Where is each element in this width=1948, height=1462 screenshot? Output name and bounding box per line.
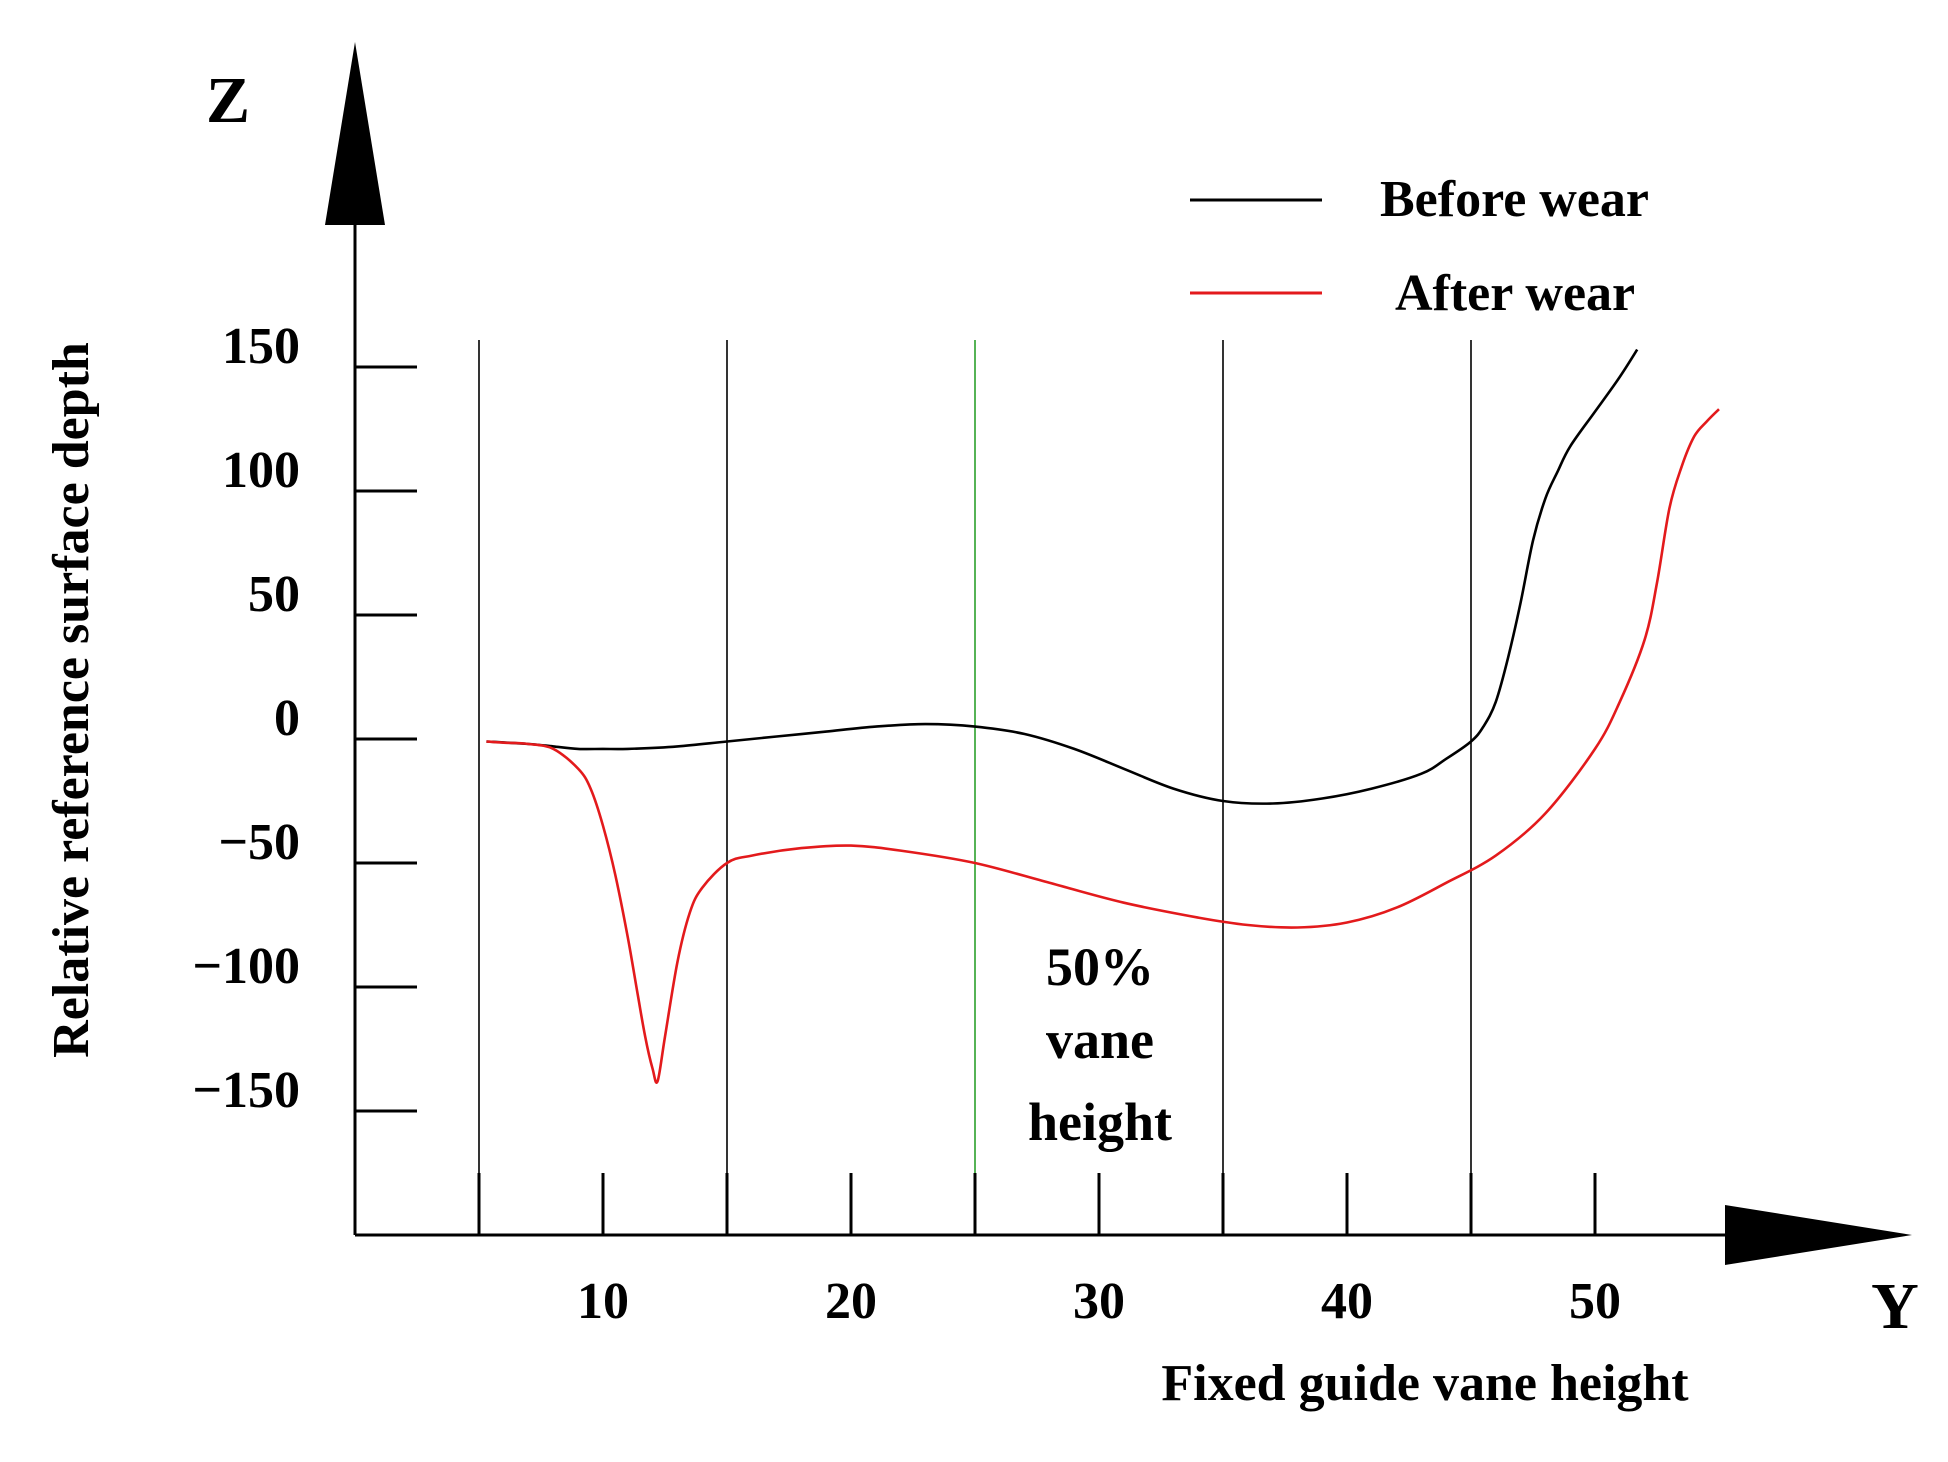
x-tick-label: 50 <box>1569 1273 1621 1330</box>
y-axis-letter: Z <box>206 64 250 137</box>
reference-lines <box>478 340 1472 1235</box>
y-tick-label: 100 <box>222 442 300 499</box>
axes <box>325 42 1912 1265</box>
annotation-50-percent-vane-height: 50% vane height <box>1028 937 1172 1152</box>
series-line-before-wear <box>486 348 1639 805</box>
y-axis-arrow <box>325 42 385 225</box>
y-axis-title: Relative reference surface depth <box>43 342 100 1058</box>
y-tick-label: 150 <box>222 318 300 375</box>
x-tick-label: 40 <box>1321 1273 1373 1330</box>
annotation-line-3: height <box>1028 1092 1172 1152</box>
x-axis-title: Fixed guide vane height <box>1161 1355 1689 1412</box>
annotation-line-2: vane <box>1046 1010 1154 1070</box>
series-line-after-wear <box>486 408 1720 1084</box>
y-tick-label: 0 <box>274 690 300 747</box>
x-axis-arrow <box>1725 1205 1912 1265</box>
y-tick-label: −100 <box>192 938 300 995</box>
series-lines <box>486 348 1720 1084</box>
legend-label-after-wear: After wear <box>1395 265 1635 322</box>
legend: Before wear After wear <box>1190 171 1649 322</box>
legend-label-before-wear: Before wear <box>1380 171 1649 228</box>
y-tick-label: −50 <box>218 814 300 871</box>
y-tick-label: −150 <box>192 1062 300 1119</box>
annotation-line-1: 50% <box>1046 937 1154 997</box>
x-tick-label: 10 <box>577 1273 629 1330</box>
x-tick-label: 30 <box>1073 1273 1125 1330</box>
x-tick-label: 20 <box>825 1273 877 1330</box>
y-ticks: 150 100 50 0 −50 −100 −150 <box>192 318 417 1119</box>
y-tick-label: 50 <box>248 566 300 623</box>
x-ticks: 10 20 30 40 50 <box>477 1173 1621 1330</box>
x-axis-letter: Y <box>1871 1270 1919 1343</box>
